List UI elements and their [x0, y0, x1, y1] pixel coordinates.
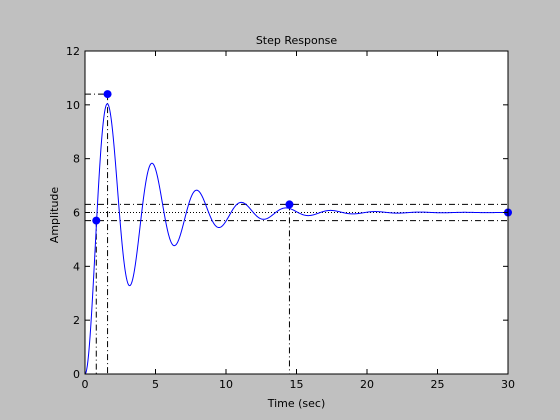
y-tick-label: 4 [73, 260, 80, 273]
y-tick-label: 6 [73, 207, 80, 220]
x-tick-label: 20 [360, 378, 374, 391]
x-tick-label: 10 [219, 378, 233, 391]
x-tick-label: 25 [431, 378, 445, 391]
x-tick-label: 0 [82, 378, 89, 391]
x-axis-label: Time (sec) [267, 397, 326, 410]
x-tick-label: 30 [501, 378, 515, 391]
axes-frame [84, 50, 509, 375]
y-tick-label: 2 [73, 314, 80, 327]
y-tick-label: 10 [66, 99, 80, 112]
step-response-curve [84, 103, 508, 375]
y-tick-label: 0 [73, 368, 80, 381]
chart-title: Step Response [256, 34, 338, 47]
y-tick-label: 8 [73, 153, 80, 166]
characteristic-markers [92, 90, 512, 225]
x-tick-label: 5 [152, 378, 159, 391]
axis-ticks: 0 5 10 15 20 25 30 0 2 4 6 8 10 12 [66, 45, 515, 391]
rise-time-marker[interactable] [92, 216, 101, 225]
peak-marker[interactable] [103, 90, 112, 99]
y-axis-label: Amplitude [48, 187, 61, 244]
y-tick-label: 12 [66, 45, 80, 58]
settling-time-marker[interactable] [285, 200, 294, 209]
x-tick-label: 15 [290, 378, 304, 391]
